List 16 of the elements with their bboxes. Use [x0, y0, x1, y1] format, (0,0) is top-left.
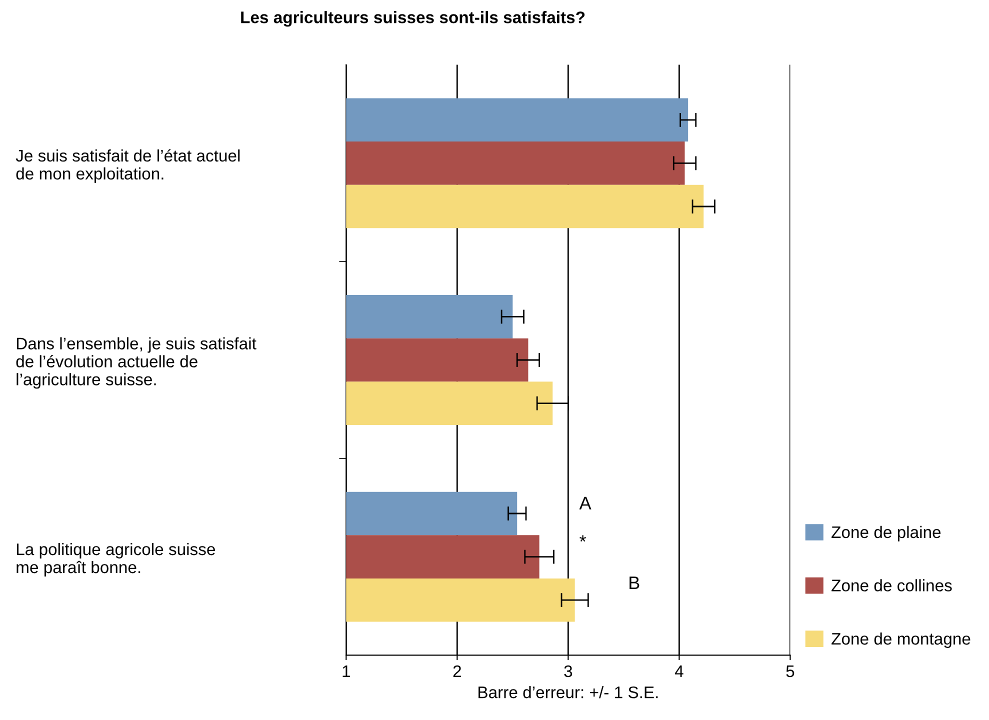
legend-label: Zone de collines: [832, 579, 952, 592]
y-tick-label: Je suis satisfait de l’état actuel de mon exploitation.: [16, 149, 240, 183]
chart-title: Les agriculteurs suisses sont-ils satisfaits?: [241, 11, 585, 27]
x-tick-label: 5: [786, 666, 794, 678]
x-tick-label: 4: [674, 666, 684, 677]
x-axis-title: Barre d’erreur: +/- 1 S.E.: [478, 686, 658, 698]
legend-label: Zone de montagne: [832, 632, 970, 648]
x-tick-label: 1: [342, 666, 350, 677]
annotation: A: [579, 496, 592, 510]
annotation: B: [630, 576, 640, 590]
annotation: *: [580, 535, 586, 542]
legend-label: Zone de plaine: [832, 526, 941, 542]
x-tick-label: 3: [564, 665, 572, 678]
x-tick-label: 2: [453, 665, 461, 677]
y-tick-label: La politique agricole suisse me paraît bonne.: [16, 542, 215, 577]
y-tick-label: Dans l’ensemble, je suis satisfait de l’évolution actuelle de l’agriculture suisse.: [16, 337, 256, 389]
